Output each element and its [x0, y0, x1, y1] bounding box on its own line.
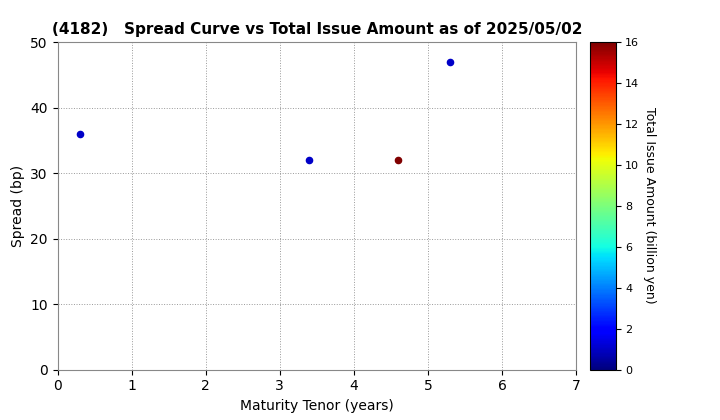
Title: (4182)   Spread Curve vs Total Issue Amount as of 2025/05/02: (4182) Spread Curve vs Total Issue Amoun… — [52, 22, 582, 37]
Point — [74, 130, 86, 137]
Point — [444, 58, 456, 65]
Y-axis label: Spread (bp): Spread (bp) — [11, 165, 24, 247]
Point — [304, 157, 315, 163]
Point — [392, 157, 404, 163]
X-axis label: Maturity Tenor (years): Maturity Tenor (years) — [240, 399, 394, 413]
Y-axis label: Total Issue Amount (billion yen): Total Issue Amount (billion yen) — [643, 108, 656, 304]
